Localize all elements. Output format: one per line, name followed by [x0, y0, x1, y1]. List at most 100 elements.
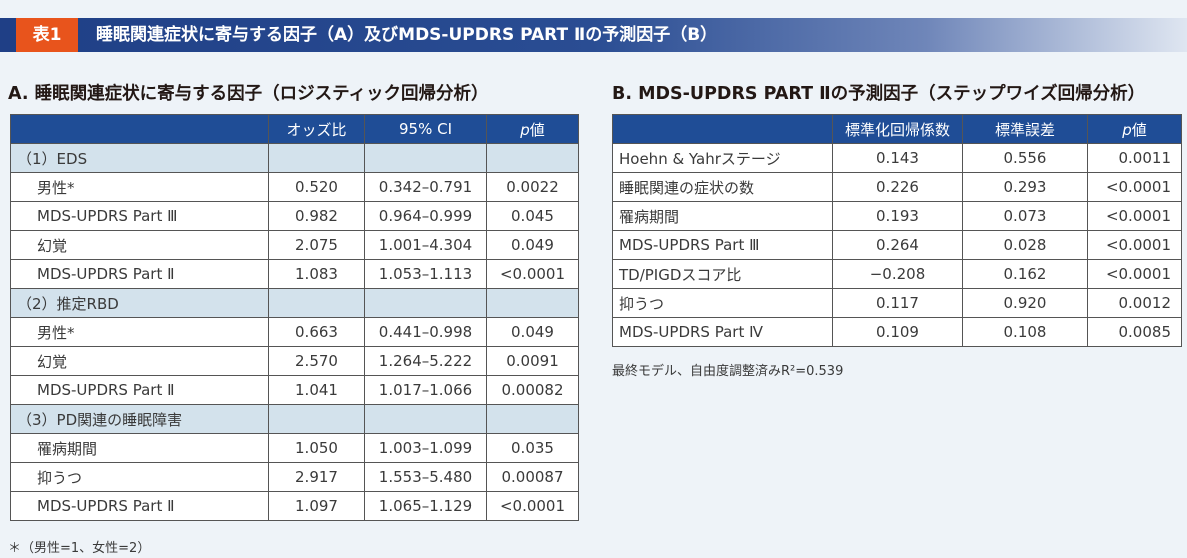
table-row: MDS-UPDRS Part Ⅱ 1.083 1.053–1.113 <0.0001 — [10, 259, 579, 289]
group-label: （3）PD関連の睡眠障害 — [10, 404, 269, 434]
p-value-cell: <0.0001 — [1087, 230, 1182, 260]
coefficient-cell: 0.193 — [832, 201, 963, 231]
table-b: 標準化回帰係数 標準誤差 p値 Hoehn & Yahrステージ 0.143 0.5… — [612, 114, 1182, 347]
odds-ratio-cell: 2.917 — [268, 462, 365, 492]
row-label: 幻覚 — [10, 346, 269, 376]
p-value-cell: 0.00087 — [486, 462, 579, 492]
table-a: オッズ比 95% CI p値 （1）EDS 男性* 0.520 0.342–0.791… — [10, 114, 579, 521]
p-value-cell: 0.045 — [486, 201, 579, 231]
table-row: 罹病期間 1.050 1.003–1.099 0.035 — [10, 433, 579, 463]
table-row: 睡眠関連の症状の数 0.226 0.293 <0.0001 — [612, 172, 1182, 202]
std-error-cell: 0.028 — [962, 230, 1088, 260]
row-label: 睡眠関連の症状の数 — [612, 172, 833, 202]
group-empty-cell — [364, 143, 487, 173]
table-row: MDS-UPDRS Part Ⅲ 0.264 0.028 <0.0001 — [612, 230, 1182, 260]
table-a-header-p: p値 — [486, 114, 579, 144]
group-row: （2）推定RBD — [10, 288, 579, 318]
table-row: MDS-UPDRS Part Ⅱ 1.041 1.017–1.066 0.00082 — [10, 375, 579, 405]
table-row: Hoehn & Yahrステージ 0.143 0.556 0.0011 — [612, 143, 1182, 173]
p-value-cell: <0.0001 — [1087, 201, 1182, 231]
std-error-cell: 0.073 — [962, 201, 1088, 231]
table-row: 幻覚 2.570 1.264–5.222 0.0091 — [10, 346, 579, 376]
p-value-cell: <0.0001 — [486, 259, 579, 289]
table-b-note: 最終モデル、自由度調整済みR²=0.539 — [612, 364, 844, 379]
coefficient-cell: 0.264 — [832, 230, 963, 260]
std-error-cell: 0.920 — [962, 288, 1088, 318]
table-row: 罹病期間 0.193 0.073 <0.0001 — [612, 201, 1182, 231]
odds-ratio-cell: 0.520 — [268, 172, 365, 202]
table-row: 幻覚 2.075 1.001–4.304 0.049 — [10, 230, 579, 260]
odds-ratio-cell: 0.663 — [268, 317, 365, 347]
odds-ratio-cell: 1.097 — [268, 491, 365, 521]
ci-cell: 1.264–5.222 — [364, 346, 487, 376]
table-row: MDS-UPDRS Part Ⅲ 0.982 0.964–0.999 0.045 — [10, 201, 579, 231]
odds-ratio-cell: 2.570 — [268, 346, 365, 376]
row-label: 男性* — [10, 172, 269, 202]
std-error-cell: 0.108 — [962, 317, 1088, 347]
ci-cell: 1.065–1.129 — [364, 491, 487, 521]
p-value-cell: <0.0001 — [1087, 259, 1182, 289]
p-value-cell: 0.00082 — [486, 375, 579, 405]
p-value-cell: <0.0001 — [1087, 172, 1182, 202]
table-a-header-ci: 95% CI — [364, 114, 487, 144]
table-b-header-label — [612, 114, 833, 144]
row-label: Hoehn & Yahrステージ — [612, 143, 833, 173]
row-label: TD/PIGDスコア比 — [612, 259, 833, 289]
odds-ratio-cell: 1.083 — [268, 259, 365, 289]
section-b-title: B. MDS-UPDRS PART Ⅱの予測因子（ステップワイズ回帰分析） — [612, 84, 1146, 104]
group-empty-cell — [364, 404, 487, 434]
section-a-title: A. 睡眠関連症状に寄与する因子（ロジスティック回帰分析） — [8, 84, 489, 104]
row-label: MDS-UPDRS Part Ⅲ — [612, 230, 833, 260]
group-empty-cell — [268, 143, 365, 173]
table-b-header-p: p値 — [1087, 114, 1182, 144]
p-value-cell: 0.0085 — [1087, 317, 1182, 347]
group-empty-cell — [486, 143, 579, 173]
row-label: 抑うつ — [612, 288, 833, 318]
odds-ratio-cell: 1.041 — [268, 375, 365, 405]
table-row: TD/PIGDスコア比 −0.208 0.162 <0.0001 — [612, 259, 1182, 289]
figure-title: 睡眠関連症状に寄与する因子（A）及びMDS-UPDRS PART Ⅱの予測因子（… — [96, 25, 718, 45]
row-label: MDS-UPDRS Part Ⅲ — [10, 201, 269, 231]
group-row: （1）EDS — [10, 143, 579, 173]
row-label: 罹病期間 — [612, 201, 833, 231]
odds-ratio-cell: 1.050 — [268, 433, 365, 463]
ci-cell: 0.441–0.998 — [364, 317, 487, 347]
table-a-header-row: オッズ比 95% CI p値 — [10, 114, 579, 144]
group-empty-cell — [486, 404, 579, 434]
p-value-cell: <0.0001 — [486, 491, 579, 521]
row-label: MDS-UPDRS Part Ⅱ — [10, 375, 269, 405]
group-row: （3）PD関連の睡眠障害 — [10, 404, 579, 434]
row-label: MDS-UPDRS Part Ⅱ — [10, 491, 269, 521]
p-value-cell: 0.0022 — [486, 172, 579, 202]
table-a-footnote: ＊（男性=1、女性=2） — [8, 541, 151, 556]
row-label: 男性* — [10, 317, 269, 347]
ci-cell: 0.964–0.999 — [364, 201, 487, 231]
group-label: （2）推定RBD — [10, 288, 269, 318]
coefficient-cell: 0.109 — [832, 317, 963, 347]
table-row: 男性* 0.663 0.441–0.998 0.049 — [10, 317, 579, 347]
table-row: 男性* 0.520 0.342–0.791 0.0022 — [10, 172, 579, 202]
row-label: MDS-UPDRS Part Ⅱ — [10, 259, 269, 289]
p-value-cell: 0.049 — [486, 230, 579, 260]
table-row: 抑うつ 2.917 1.553–5.480 0.00087 — [10, 462, 579, 492]
p-value-cell: 0.049 — [486, 317, 579, 347]
coefficient-cell: 0.143 — [832, 143, 963, 173]
table-a-header-or: オッズ比 — [268, 114, 365, 144]
odds-ratio-cell: 0.982 — [268, 201, 365, 231]
title-bar: 表1 睡眠関連症状に寄与する因子（A）及びMDS-UPDRS PART Ⅱの予測… — [0, 18, 1187, 52]
ci-cell: 1.053–1.113 — [364, 259, 487, 289]
table-row: MDS-UPDRS Part Ⅱ 1.097 1.065–1.129 <0.0001 — [10, 491, 579, 521]
row-label: 罹病期間 — [10, 433, 269, 463]
std-error-cell: 0.556 — [962, 143, 1088, 173]
p-value-cell: 0.0011 — [1087, 143, 1182, 173]
std-error-cell: 0.162 — [962, 259, 1088, 289]
p-value-cell: 0.0012 — [1087, 288, 1182, 318]
p-value-cell: 0.035 — [486, 433, 579, 463]
p-value-cell: 0.0091 — [486, 346, 579, 376]
odds-ratio-cell: 2.075 — [268, 230, 365, 260]
coefficient-cell: −0.208 — [832, 259, 963, 289]
group-empty-cell — [486, 288, 579, 318]
table-a-header-label — [10, 114, 269, 144]
row-label: 幻覚 — [10, 230, 269, 260]
group-label: （1）EDS — [10, 143, 269, 173]
